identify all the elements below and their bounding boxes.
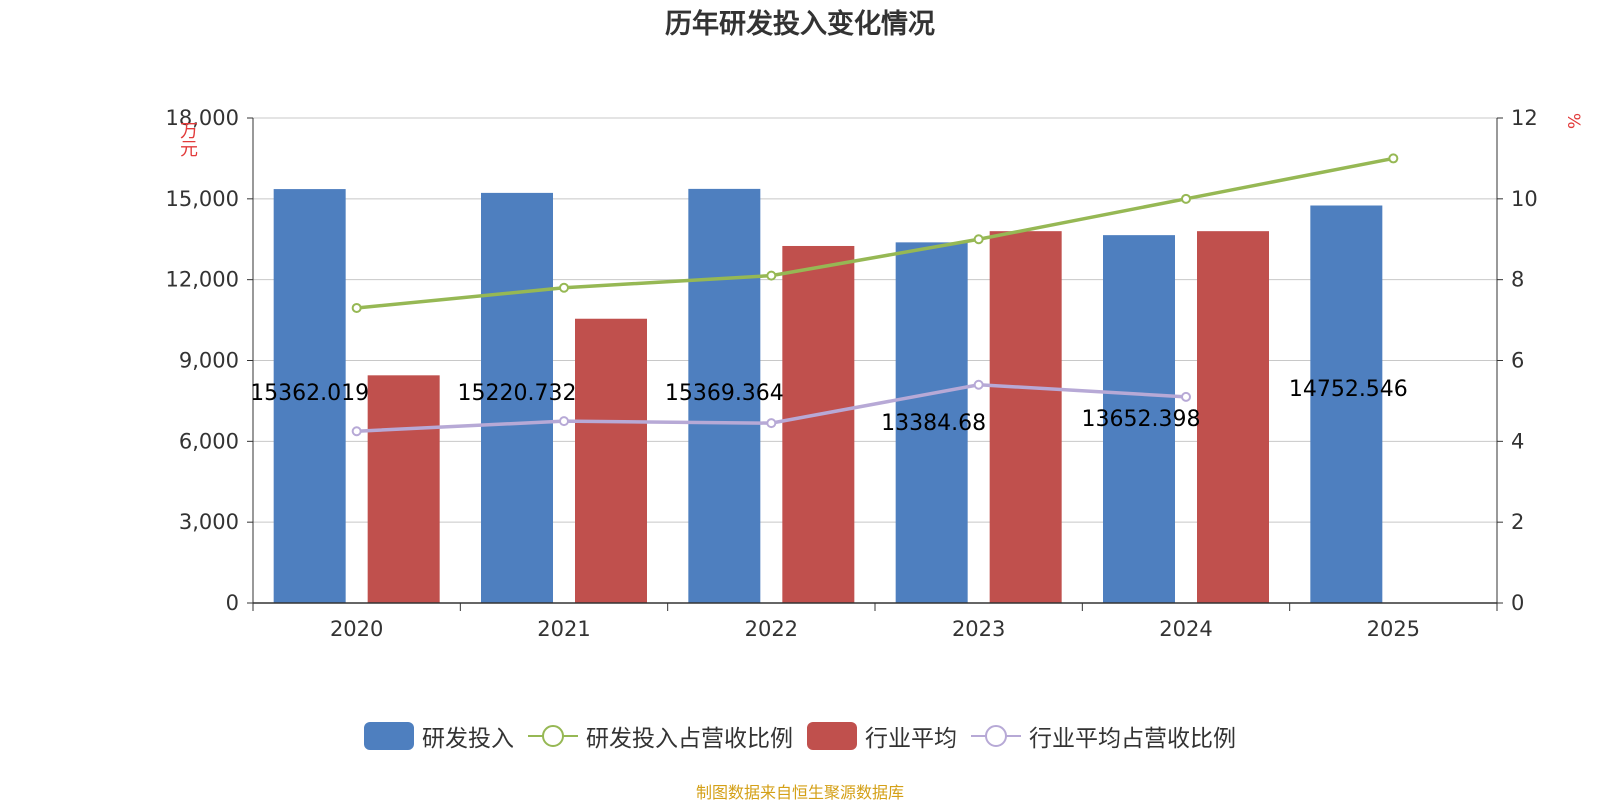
legend-label-rd-investment: 研发投入 — [422, 726, 514, 752]
point-rd-ratio — [559, 282, 569, 293]
y-right-tick-label: 10 — [1511, 187, 1538, 211]
chart-legend: 研发投入 研发投入占营收比例 行业平均 行业平均占营收比例 — [0, 719, 1600, 753]
line-rd-ratio — [356, 156, 1394, 310]
data-label-rd-investment-2023: 13384.68 — [881, 411, 986, 436]
point-industry-ratio — [559, 416, 569, 427]
point-rd-ratio — [1388, 153, 1399, 164]
point-industry-ratio — [973, 379, 984, 390]
bar-rd-investment-2020 — [273, 189, 346, 604]
y-right-tick-label: 0 — [1511, 591, 1524, 615]
y-right-tick-label: 4 — [1511, 429, 1524, 453]
bar-rd-investment-2022 — [688, 188, 761, 603]
data-label-rd-investment-2022: 15369.364 — [665, 381, 784, 406]
legend-label-industry-ratio: 行业平均占营收比例 — [1029, 726, 1236, 752]
legend-swatch-industry-average — [807, 722, 857, 750]
point-industry-ratio — [351, 426, 362, 437]
y-right-tick-label: 8 — [1511, 268, 1524, 292]
bar-industry-average-2020 — [367, 375, 440, 603]
bar-industry-average-2022 — [782, 245, 855, 603]
point-rd-ratio — [351, 302, 362, 313]
y-right-tick-label: 12 — [1511, 106, 1538, 130]
legend-swatch-rd-investment — [364, 722, 414, 750]
point-rd-ratio — [1181, 193, 1191, 204]
y-left-tick-label: 18,000 — [166, 106, 239, 130]
legend-item-rd-investment[interactable]: 研发投入 — [364, 719, 514, 753]
point-industry-ratio — [766, 418, 777, 429]
legend-label-industry-average: 行业平均 — [865, 726, 957, 752]
legend-label-rd-ratio: 研发投入占营收比例 — [586, 726, 793, 752]
data-label-rd-investment-2020: 15362.019 — [250, 381, 369, 406]
bar-rd-investment-2025 — [1310, 205, 1383, 603]
y-left-tick-label: 6,000 — [179, 429, 239, 453]
data-label-rd-investment-2025: 14752.546 — [1289, 377, 1408, 402]
bar-rd-investment-2023 — [895, 242, 968, 603]
y-axis-right-label: % — [1563, 112, 1584, 130]
x-tick-label-2022: 2022 — [745, 617, 798, 641]
bar-rd-investment-2024 — [1103, 235, 1175, 603]
x-tick-label-2023: 2023 — [952, 617, 1005, 641]
legend-swatch-industry-ratio — [971, 725, 1021, 747]
legend-swatch-rd-ratio — [528, 725, 578, 747]
bar-industry-average-2023 — [989, 231, 1062, 603]
bar-industry-average-2021 — [575, 318, 647, 603]
y-left-tick-label: 12,000 — [166, 268, 239, 292]
data-label-rd-investment-2024: 13652.398 — [1082, 407, 1201, 432]
legend-item-industry-average[interactable]: 行业平均 — [807, 719, 957, 753]
legend-item-rd-ratio[interactable]: 研发投入占营收比例 — [528, 719, 793, 753]
x-tick-label-2021: 2021 — [537, 617, 590, 641]
y-left-tick-label: 0 — [226, 591, 239, 615]
y-axis-left-label: 万元 — [177, 121, 198, 157]
point-rd-ratio — [766, 270, 777, 281]
y-right-tick-label: 2 — [1511, 510, 1524, 534]
x-tick-label-2024: 2024 — [1159, 617, 1212, 641]
data-source-note: 制图数据来自恒生聚源数据库 — [695, 783, 904, 802]
y-left-tick-label: 15,000 — [166, 187, 239, 211]
data-label-rd-investment-2021: 15220.732 — [458, 381, 577, 406]
point-rd-ratio — [973, 234, 984, 245]
y-left-tick-label: 9,000 — [179, 349, 239, 373]
x-tick-label-2020: 2020 — [330, 617, 383, 641]
chart-title: 历年研发投入变化情况 — [665, 9, 935, 40]
bar-rd-investment-2021 — [481, 192, 553, 603]
x-tick-label-2025: 2025 — [1367, 617, 1420, 641]
bar-industry-average-2024 — [1197, 231, 1269, 603]
point-industry-ratio — [1181, 391, 1191, 402]
y-left-tick-label: 3,000 — [179, 510, 239, 534]
legend-item-industry-ratio[interactable]: 行业平均占营收比例 — [971, 719, 1236, 753]
y-right-tick-label: 6 — [1511, 349, 1524, 373]
